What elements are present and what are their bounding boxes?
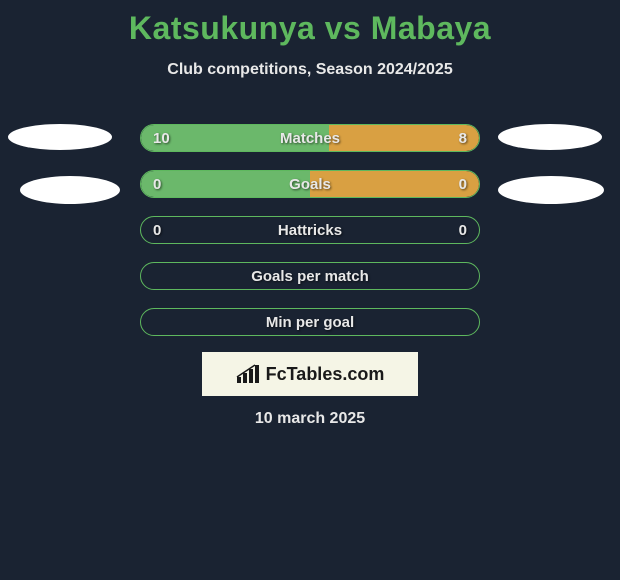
player-ellipse-right [498, 176, 604, 204]
stat-label: Goals per match [141, 263, 479, 290]
stat-row: Min per goal [140, 308, 480, 336]
player-ellipse-right [498, 124, 602, 150]
stat-row: Goals per match [140, 262, 480, 290]
date-label: 10 march 2025 [0, 410, 620, 428]
stat-label: Min per goal [141, 309, 479, 336]
stats-column: 108Matches 00Goals 00Hattricks Goals per ma… [140, 124, 480, 354]
player-ellipse-left [20, 176, 120, 204]
stat-row: 108Matches [140, 124, 480, 152]
brand-badge: FcTables.com [202, 352, 418, 396]
brand-text: FcTables.com [266, 364, 385, 385]
stat-label: Hattricks [141, 217, 479, 244]
stat-label: Matches [141, 125, 479, 152]
stat-row: 00Hattricks [140, 216, 480, 244]
subtitle: Club competitions, Season 2024/2025 [0, 61, 620, 79]
stat-row: 00Goals [140, 170, 480, 198]
page-title: Katsukunya vs Mabaya [0, 0, 620, 47]
player-ellipse-left [8, 124, 112, 150]
stat-label: Goals [141, 171, 479, 198]
brand-chart-icon [236, 364, 260, 384]
